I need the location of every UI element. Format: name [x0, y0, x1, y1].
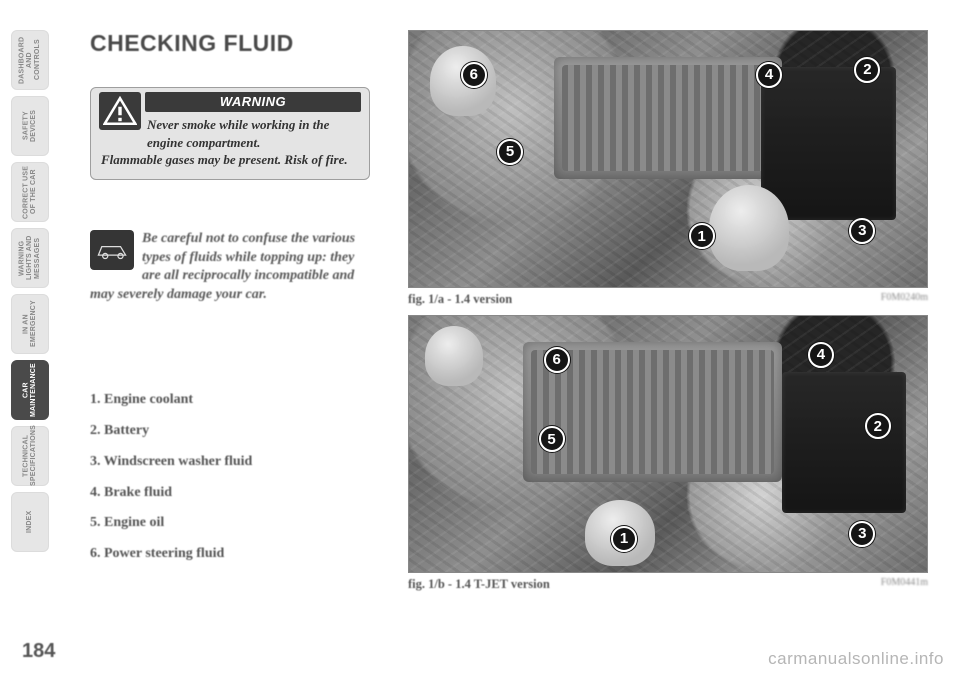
figure-1a-code: F0M0240m — [881, 292, 928, 307]
callout-5: 5 — [497, 139, 523, 165]
figure-1a: 6 5 4 2 1 3 fig. 1/a - 1.4 version F0M0240m — [408, 30, 928, 307]
warning-text-1: Never smoke while working in the engine … — [147, 116, 359, 151]
section-title: CHECKING FLUID — [90, 30, 390, 57]
callout-1: 1 — [689, 223, 715, 249]
callout-2: 2 — [865, 413, 891, 439]
legend-item-5: 5. Engine oil — [90, 508, 390, 539]
figure-1a-caption: fig. 1/a - 1.4 version — [408, 292, 512, 307]
callout-6: 6 — [544, 347, 570, 373]
callout-5: 5 — [539, 426, 565, 452]
legend-item-1: 1. Engine coolant — [90, 385, 390, 416]
tab-dashboard[interactable]: DASHBOARD AND CONTROLS — [11, 30, 49, 90]
warning-box: WARNING Never smoke while working in the… — [90, 87, 370, 180]
page-number: 184 — [22, 640, 55, 663]
tab-index[interactable]: INDEX — [11, 492, 49, 552]
figure-1b-caption: fig. 1/b - 1.4 T-JET version — [408, 577, 550, 592]
callout-3: 3 — [849, 218, 875, 244]
warning-header: WARNING — [145, 92, 361, 112]
tab-tech-specs[interactable]: TECHNICAL SPECIFICATIONS — [11, 426, 49, 486]
callout-6: 6 — [461, 62, 487, 88]
engine-photo-14: 6 5 4 2 1 3 — [408, 30, 928, 288]
warning-triangle-icon — [99, 92, 141, 130]
engine-photo-14tjet: 6 5 4 2 1 3 — [408, 315, 928, 573]
tab-correct-use[interactable]: CORRECT USE OF THE CAR — [11, 162, 49, 222]
caution-box: Be careful not to confuse the various ty… — [90, 230, 370, 306]
callout-4: 4 — [756, 62, 782, 88]
legend-item-3: 3. Windscreen washer fluid — [90, 447, 390, 478]
figure-1b-code: F0M0441m — [881, 577, 928, 592]
callout-2: 2 — [854, 57, 880, 83]
tab-warning-lights[interactable]: WARNING LIGHTS AND MESSAGES — [11, 228, 49, 288]
callout-3: 3 — [849, 521, 875, 547]
warning-text-2: Flammable gases may be present. Risk of … — [101, 151, 359, 169]
callout-1: 1 — [611, 526, 637, 552]
sidebar-tabs: DASHBOARD AND CONTROLS SAFETY DEVICES CO… — [0, 0, 60, 677]
callout-4: 4 — [808, 342, 834, 368]
caution-text: Be careful not to confuse the various ty… — [90, 230, 370, 306]
tab-safety[interactable]: SAFETY DEVICES — [11, 96, 49, 156]
legend-item-6: 6. Power steering fluid — [90, 539, 390, 570]
tab-emergency[interactable]: IN AN EMERGENCY — [11, 294, 49, 354]
figure-1b: 6 5 4 2 1 3 fig. 1/b - 1.4 T-JET version F0M0… — [408, 315, 928, 592]
fluid-legend: 1. Engine coolant 2. Battery 3. Windscre… — [90, 385, 390, 570]
watermark: carmanualsonline.info — [768, 649, 944, 669]
legend-item-2: 2. Battery — [90, 416, 390, 447]
legend-item-4: 4. Brake fluid — [90, 478, 390, 509]
tab-car-maintenance[interactable]: CAR MAINTENANCE — [11, 360, 49, 420]
